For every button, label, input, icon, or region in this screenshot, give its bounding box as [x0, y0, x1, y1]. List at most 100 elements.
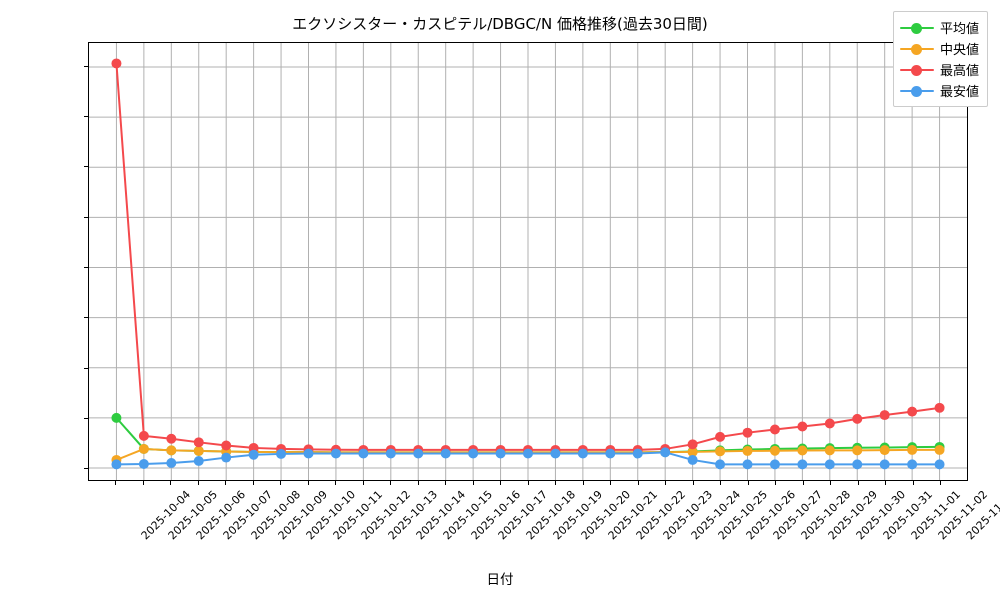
series-marker: [138, 458, 149, 469]
x-tick-mark: [197, 481, 199, 485]
chart-legend: 平均値中央値最高値最安値: [892, 11, 988, 107]
series-marker: [879, 410, 890, 421]
series-marker: [632, 448, 643, 459]
series-marker: [248, 442, 259, 453]
series-marker: [742, 427, 753, 438]
series-marker: [715, 446, 726, 457]
series-marker: [303, 448, 314, 459]
series-marker: [934, 402, 945, 413]
x-tick-mark: [335, 481, 336, 485]
legend-marker-icon: [899, 42, 934, 56]
x-tick-mark: [225, 481, 226, 485]
x-tick-mark: [665, 481, 666, 485]
x-tick-mark: [610, 481, 611, 485]
legend-label: 最安値: [939, 85, 979, 100]
x-tick-mark: [445, 481, 446, 485]
series-marker: [879, 445, 890, 456]
series-marker: [276, 448, 287, 459]
series-marker: [550, 448, 561, 459]
series-marker: [769, 424, 780, 435]
series-marker: [797, 459, 808, 470]
chart-title: エクソシスター・カスピテル/DBGC/N 価格推移(過去30日間): [292, 15, 708, 33]
series-marker: [907, 444, 918, 455]
x-tick-mark: [307, 481, 309, 485]
series-marker: [797, 445, 808, 456]
series-marker: [138, 443, 149, 454]
series-marker: [221, 452, 232, 463]
series-line: [115, 62, 941, 451]
series-marker: [879, 459, 890, 470]
x-tick-mark: [747, 481, 749, 485]
x-tick-mark: [940, 481, 941, 485]
x-tick-mark: [802, 481, 804, 485]
legend-marker-icon: [899, 21, 934, 35]
series-marker: [852, 413, 863, 424]
series-marker: [166, 433, 177, 444]
series-marker: [358, 448, 369, 459]
plot-area: [88, 42, 968, 481]
series-marker: [605, 448, 616, 459]
series-marker: [166, 457, 177, 468]
x-tick-mark: [885, 481, 886, 485]
legend-label: 中央値: [939, 43, 979, 58]
legend-item[interactable]: 最安値: [899, 80, 979, 101]
legend-label: 平均値: [939, 22, 979, 37]
series-marker: [468, 448, 479, 459]
series-marker: [687, 439, 698, 450]
series-marker: [907, 406, 918, 417]
series-marker: [111, 58, 122, 69]
series-marker: [824, 445, 835, 456]
series-marker: [934, 444, 945, 455]
x-tick-mark: [472, 481, 474, 485]
series-marker: [660, 447, 671, 458]
series-marker: [385, 448, 396, 459]
series-marker: [221, 440, 232, 451]
y-tick-mark: [84, 468, 88, 470]
y-tick-mark: [84, 418, 88, 420]
series-marker: [934, 459, 945, 470]
x-tick-mark: [720, 481, 721, 485]
series-marker: [111, 459, 122, 470]
y-tick-mark: [84, 65, 88, 67]
series-marker: [742, 445, 753, 456]
legend-label: 最高値: [939, 64, 979, 79]
data-series-layer: [111, 58, 945, 470]
series-marker: [577, 448, 588, 459]
series-marker: [330, 448, 341, 459]
x-tick-mark: [692, 481, 694, 485]
series-marker: [248, 449, 259, 460]
series-marker: [193, 445, 204, 456]
series-marker: [715, 459, 726, 470]
y-tick-mark: [84, 317, 88, 319]
legend-item[interactable]: 平均値: [899, 17, 979, 38]
x-tick-mark: [362, 481, 364, 485]
y-tick-mark: [84, 216, 88, 218]
series-marker: [687, 446, 698, 457]
legend-item[interactable]: 最高値: [899, 59, 979, 80]
series-marker: [111, 412, 122, 423]
x-tick-mark: [280, 481, 281, 485]
x-tick-mark: [912, 481, 914, 485]
x-tick-mark: [637, 481, 639, 485]
x-tick-mark: [830, 481, 831, 485]
series-marker: [440, 448, 451, 459]
x-tick-mark: [252, 481, 254, 485]
x-tick-mark: [582, 481, 584, 485]
grid-lines: [89, 43, 967, 480]
series-marker: [797, 421, 808, 432]
y-tick-mark: [84, 267, 88, 269]
y-axis-label: 値 (円): [0, 220, 2, 262]
legend-item[interactable]: 中央値: [899, 38, 979, 59]
x-tick-mark: [115, 481, 116, 485]
y-tick-mark: [84, 116, 88, 117]
series-marker: [907, 459, 918, 470]
series-marker: [138, 430, 149, 441]
series-marker: [715, 431, 726, 442]
series-marker: [523, 448, 533, 459]
x-tick-mark: [500, 481, 501, 485]
y-tick-mark: [84, 367, 88, 369]
y-tick-mark: [84, 166, 88, 168]
series-marker: [687, 454, 698, 465]
x-tick-mark: [857, 481, 859, 485]
